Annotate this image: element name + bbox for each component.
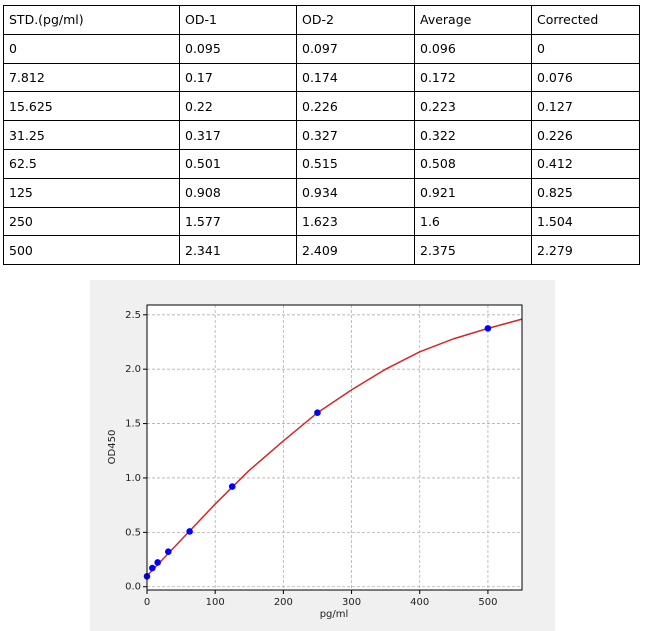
table-row: 15.625 0.22 0.226 0.223 0.127	[3, 91, 640, 122]
table-cell: 2.341	[179, 235, 297, 266]
x-tick-label: 300	[342, 597, 361, 608]
y-tick-label: 1.0	[125, 473, 141, 484]
data-point	[228, 483, 236, 490]
x-tick-label: 500	[478, 597, 497, 608]
data-point	[186, 528, 193, 535]
x-tick-label: 400	[410, 597, 429, 608]
table-cell: Average	[414, 5, 532, 35]
table-row: 7.812 0.17 0.174 0.172 0.076	[3, 62, 640, 93]
table-cell: 0.412	[531, 148, 640, 179]
table-cell: 0.172	[414, 62, 532, 93]
y-tick-label: 0.0	[125, 582, 141, 593]
data-point	[314, 409, 321, 416]
table-cell: 0.921	[414, 177, 532, 208]
y-axis-label: OD450	[107, 430, 118, 465]
table-row: 125 0.908 0.934 0.921 0.825	[3, 177, 640, 208]
data-point	[484, 325, 492, 332]
table-cell: 500	[3, 235, 180, 266]
x-tick-label: 0	[144, 597, 150, 608]
table-cell: 0.22	[179, 91, 297, 122]
y-tick-label: 1.5	[125, 419, 141, 430]
x-axis-label: pg/ml	[320, 609, 349, 620]
table-cell: 0.322	[414, 120, 532, 150]
table-cell: OD-1	[179, 5, 297, 35]
y-tick-label: 0.5	[125, 527, 141, 538]
table-cell: 0.508	[414, 148, 532, 179]
table-cell: 7.812	[3, 62, 180, 93]
table-cell: 0.095	[179, 33, 297, 64]
plot-frame	[146, 304, 523, 591]
data-point	[154, 559, 161, 566]
table-cell: 0.317	[179, 120, 297, 150]
table-cell: Corrected	[531, 5, 640, 35]
table-cell: 0.327	[296, 120, 415, 150]
table-row: 500 2.341 2.409 2.375 2.279	[3, 235, 640, 266]
y-tick-label: 2.0	[125, 364, 141, 375]
y-tick-label: 2.5	[125, 310, 141, 321]
table-cell: 0.097	[296, 33, 415, 64]
table-cell: 1.504	[531, 206, 640, 237]
table-cell: STD.(pg/ml)	[3, 5, 180, 35]
plot-area	[147, 305, 522, 590]
header-row: STD.(pg/ml) OD-1 OD-2 Average Corrected	[3, 5, 640, 35]
table-cell: 0.223	[414, 91, 532, 122]
data-point	[165, 548, 172, 556]
table-row: 31.25 0.317 0.327 0.322 0.226	[3, 120, 640, 150]
x-tick-label: 100	[206, 597, 225, 608]
table-row: 250 1.577 1.623 1.6 1.504	[3, 206, 640, 237]
table-cell: 31.25	[3, 120, 180, 150]
table-cell: 2.375	[414, 235, 532, 266]
table-row: 62.5 0.501 0.515 0.508 0.412	[3, 148, 640, 179]
x-tick-label: 200	[274, 597, 293, 608]
table-cell: 0.825	[531, 177, 640, 208]
fit-curve	[146, 318, 523, 577]
table-cell: 2.409	[296, 235, 415, 266]
table-cell: 2.279	[531, 235, 640, 266]
table-row: 0 0.095 0.097 0.096 0	[3, 33, 640, 64]
table-cell: 0.515	[296, 148, 415, 179]
table-cell: 1.623	[296, 206, 415, 237]
data-table: STD.(pg/ml) OD-1 OD-2 Average Corrected 0 0.09…	[3, 5, 640, 266]
data-point	[149, 564, 156, 572]
